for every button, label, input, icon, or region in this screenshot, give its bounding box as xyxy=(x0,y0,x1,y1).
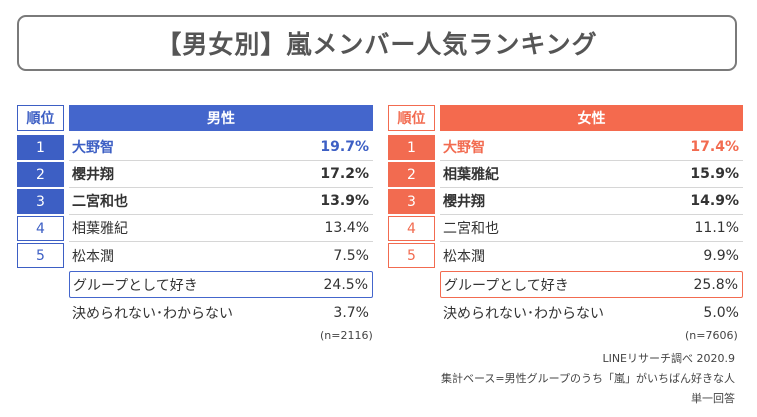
rank-header: 順位 xyxy=(388,105,435,131)
table-row: 大野智 17.4% xyxy=(440,134,743,161)
percent-value: 19.7% xyxy=(320,139,369,155)
table-row: 櫻井翔 17.2% xyxy=(69,161,373,188)
title-box: 【男女別】嵐メンバー人気ランキング xyxy=(17,15,737,71)
member-name: 松本潤 xyxy=(72,248,114,265)
member-name: 大野智 xyxy=(72,140,114,156)
percent-value: 11.1% xyxy=(694,220,739,236)
group-label: グループとして好き xyxy=(444,277,569,294)
percent-value: 5.0% xyxy=(703,304,739,321)
chart-title: 【男女別】嵐メンバー人気ランキング xyxy=(156,30,598,59)
rank-cell: 3 xyxy=(17,189,64,214)
rank-cell: 1 xyxy=(17,135,64,160)
percent-value: 17.2% xyxy=(320,166,369,182)
rank-cell: 3 xyxy=(388,189,435,214)
percent-value: 13.9% xyxy=(320,193,369,209)
rank-header: 順位 xyxy=(17,105,64,131)
group-row: グループとして好き 24.5% xyxy=(69,271,373,298)
table-row: 相葉雅紀 13.4% xyxy=(69,215,373,242)
base-note: 集計ベース=男性グループのうち「嵐」がいちばん好きな人 xyxy=(440,372,735,385)
rank-cell: 1 xyxy=(388,135,435,160)
group-label: グループとして好き xyxy=(73,277,198,294)
percent-value: 25.8% xyxy=(693,276,738,293)
member-name: 櫻井翔 xyxy=(443,194,485,210)
table-row: 大野智 19.7% xyxy=(69,134,373,161)
percent-value: 3.7% xyxy=(333,304,369,321)
rank-cell: 2 xyxy=(17,162,64,187)
member-name: 二宮和也 xyxy=(443,221,499,237)
percent-value: 17.4% xyxy=(690,139,739,155)
group-row: グループとして好き 25.8% xyxy=(440,271,743,298)
member-name: 相葉雅紀 xyxy=(443,167,499,183)
table-row: 櫻井翔 14.9% xyxy=(440,188,743,215)
undecided-row: 決められない･わからない 5.0% xyxy=(440,299,743,326)
rank-cell: 5 xyxy=(17,243,64,268)
undecided-label: 決められない･わからない xyxy=(443,305,604,322)
table-row: 二宮和也 13.9% xyxy=(69,188,373,215)
female-header: 女性 xyxy=(440,105,743,131)
member-name: 松本潤 xyxy=(443,248,485,265)
percent-value: 9.9% xyxy=(703,247,739,264)
source-note: LINEリサーチ調べ 2020.9 xyxy=(602,352,735,365)
table-row: 二宮和也 11.1% xyxy=(440,215,743,242)
male-header: 男性 xyxy=(69,105,373,131)
rank-cell: 4 xyxy=(17,216,64,241)
answer-type-note: 単一回答 xyxy=(691,392,735,405)
member-name: 相葉雅紀 xyxy=(72,221,128,237)
member-name: 大野智 xyxy=(443,140,485,156)
table-row: 相葉雅紀 15.9% xyxy=(440,161,743,188)
member-name: 櫻井翔 xyxy=(72,167,114,183)
percent-value: 15.9% xyxy=(690,166,739,182)
table-row: 松本潤 9.9% xyxy=(440,242,743,269)
percent-value: 14.9% xyxy=(690,193,739,209)
sample-size-note: (n=7606) xyxy=(685,329,738,342)
percent-value: 7.5% xyxy=(333,247,369,264)
table-row: 松本潤 7.5% xyxy=(69,242,373,269)
percent-value: 24.5% xyxy=(323,276,368,293)
undecided-row: 決められない･わからない 3.7% xyxy=(69,299,373,326)
sample-size-note: (n=2116) xyxy=(320,329,373,342)
undecided-label: 決められない･わからない xyxy=(72,305,233,322)
rank-cell: 4 xyxy=(388,216,435,241)
rank-cell: 2 xyxy=(388,162,435,187)
rank-cell: 5 xyxy=(388,243,435,268)
member-name: 二宮和也 xyxy=(72,194,128,210)
percent-value: 13.4% xyxy=(324,220,369,236)
